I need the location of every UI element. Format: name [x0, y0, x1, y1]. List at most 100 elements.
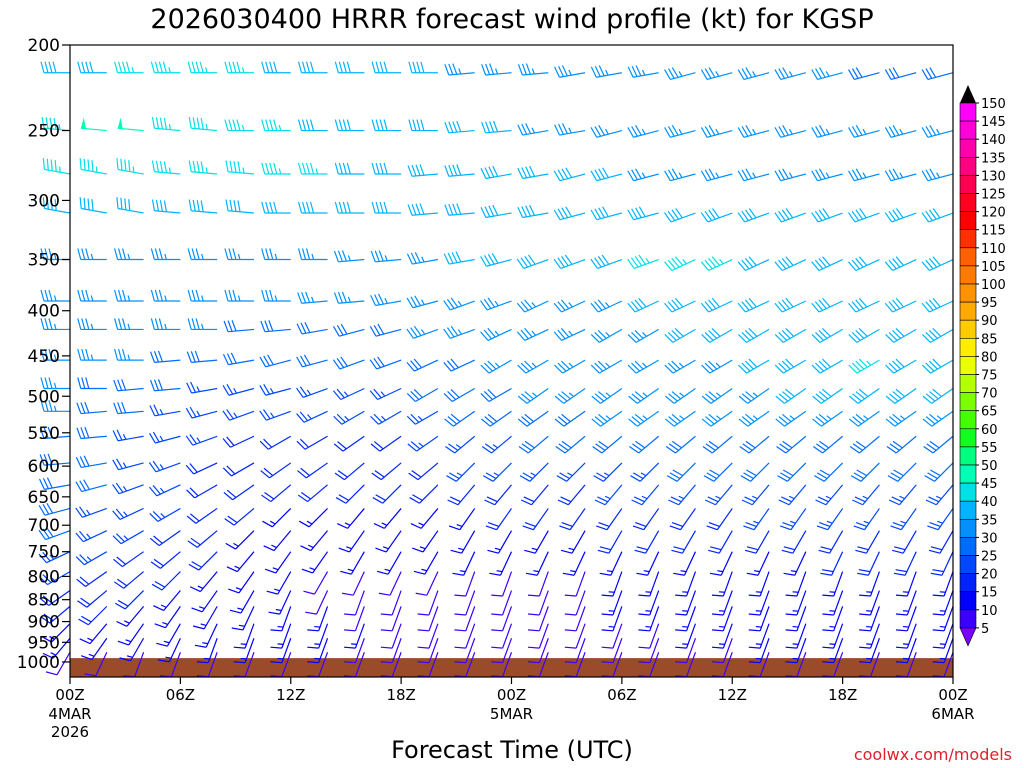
wind-barb	[301, 551, 329, 574]
wind-barb	[480, 204, 512, 219]
wind-barb	[185, 406, 218, 419]
wind-barb	[848, 67, 880, 81]
x-tick-year: 2026	[51, 723, 89, 741]
wind-barb	[775, 388, 807, 404]
colorbar-label: 125	[981, 188, 1006, 203]
wind-barb	[40, 318, 70, 331]
colorbar-label: 30	[981, 531, 998, 546]
wind-barb	[443, 387, 476, 403]
wind-barb	[333, 291, 365, 304]
plot-area: 200 250 300 350 400 450 500 550 600 650 700 750 800 8…	[17, 36, 975, 741]
wind-barb	[231, 606, 255, 631]
wind-barb	[555, 435, 586, 454]
wind-barb	[266, 571, 292, 595]
wind-barb	[774, 208, 807, 223]
wind-barb	[42, 158, 71, 175]
wind-barb	[79, 197, 107, 214]
wind-barb	[380, 623, 402, 649]
colorbar-label: 135	[981, 151, 1006, 166]
colorbar-label: 110	[981, 242, 1006, 257]
wind-barb	[785, 638, 807, 664]
wind-barb	[297, 61, 328, 74]
wind-barb	[748, 623, 770, 649]
wind-barb	[42, 637, 71, 659]
wind-barb	[516, 254, 549, 269]
wind-barb	[491, 638, 513, 664]
wind-barb	[859, 590, 880, 616]
wind-barb	[527, 623, 549, 649]
wind-barb	[590, 299, 623, 313]
wind-barb	[748, 606, 770, 632]
wind-barb	[822, 623, 844, 649]
wind-barb	[77, 590, 108, 608]
wind-barb	[376, 551, 402, 575]
x-tick-label: 12Z	[276, 686, 305, 704]
wind-barb	[590, 65, 622, 78]
wind-barb	[628, 388, 660, 404]
wind-barb	[225, 160, 255, 175]
wind-barb	[443, 325, 475, 339]
wind-barb	[296, 321, 328, 335]
y-tick-label: 350	[28, 251, 60, 271]
wind-barb	[675, 623, 697, 649]
wind-barb	[42, 197, 71, 214]
wind-barb	[332, 356, 365, 370]
wind-barb	[406, 387, 439, 403]
wind-barb	[923, 435, 954, 454]
colorbar-label: 140	[981, 133, 1006, 148]
wind-barb	[153, 590, 181, 611]
wind-barb	[407, 203, 438, 216]
wind-barb	[932, 571, 954, 597]
wind-barb	[848, 388, 880, 404]
wind-barb	[564, 606, 586, 632]
wind-barb	[114, 61, 144, 74]
colorbar-swatch	[959, 193, 977, 212]
wind-barb	[406, 325, 439, 339]
wind-barb	[38, 527, 71, 541]
y-tick-label: 650	[28, 488, 60, 508]
wind-barb	[812, 435, 844, 454]
wind-barb	[822, 606, 844, 632]
wind-barb	[150, 61, 181, 74]
wind-barb	[748, 571, 770, 597]
wind-barb	[75, 479, 107, 493]
wind-barb	[80, 637, 108, 661]
wind-barb	[741, 484, 770, 506]
x-tick-date: 5MAR	[490, 705, 533, 723]
colorbar-label: 15	[981, 586, 998, 601]
wind-barb	[371, 119, 402, 132]
colorbar-swatch	[959, 446, 977, 466]
wind-barb	[407, 164, 438, 177]
wind-barb	[487, 530, 513, 554]
wind-barb	[149, 530, 181, 547]
colorbar-swatch	[959, 609, 977, 629]
wind-barb	[884, 297, 917, 313]
wind-barb	[194, 623, 218, 648]
wind-barb	[115, 590, 145, 610]
wind-barb	[297, 201, 328, 214]
colorbar-label: 80	[981, 350, 998, 365]
wind-barb	[738, 388, 770, 404]
colorbar-label: 20	[981, 568, 998, 583]
wind-barb	[116, 197, 144, 214]
wind-barb	[850, 462, 880, 482]
colorbar-swatch	[959, 591, 977, 611]
wind-barb	[117, 623, 145, 646]
wind-barb	[519, 462, 549, 482]
wind-barb	[380, 606, 402, 632]
wind-barb	[666, 462, 696, 482]
wind-barb	[737, 125, 770, 138]
wind-barb	[484, 484, 512, 506]
wind-barb	[39, 453, 71, 466]
wind-barb	[739, 435, 770, 454]
wind-barb	[113, 379, 144, 392]
wind-barb	[553, 327, 586, 341]
wind-barb	[407, 435, 439, 452]
colorbar-swatch	[959, 211, 977, 231]
wind-barb	[380, 638, 402, 664]
wind-barb	[150, 248, 181, 261]
wind-barb	[297, 484, 328, 503]
colorbar-swatch	[959, 518, 977, 538]
wind-barb	[590, 125, 623, 138]
